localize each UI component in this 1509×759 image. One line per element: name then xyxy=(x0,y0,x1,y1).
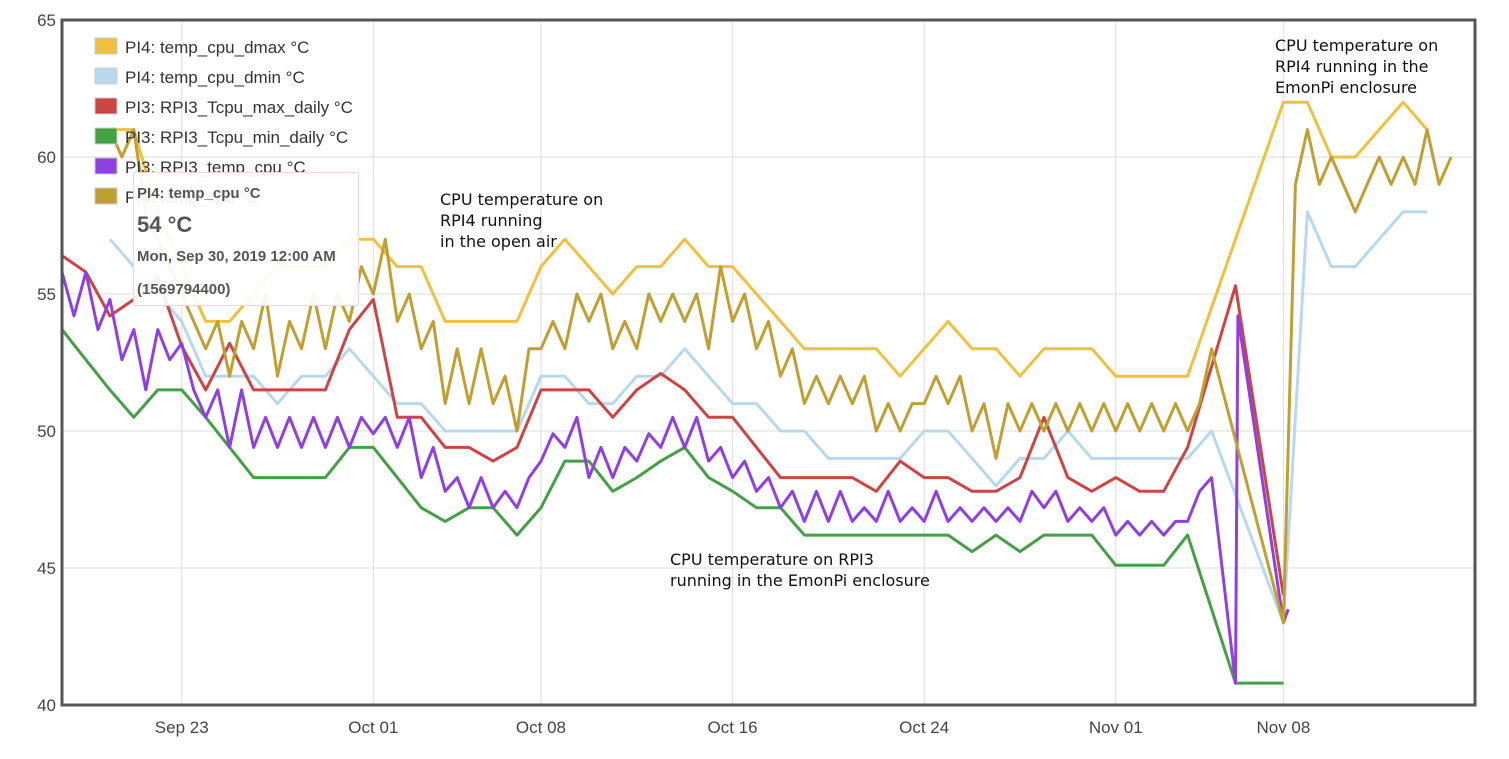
annotation-text: EmonPi enclosure xyxy=(1275,78,1417,97)
series-line-3 xyxy=(61,254,1285,596)
y-tick-label: 55 xyxy=(37,285,56,304)
tooltip-series: PI4: temp_cpu °C xyxy=(137,185,261,202)
legend-label: PI4: temp_cpu_dmin °C xyxy=(125,68,305,87)
legend-swatch xyxy=(94,97,118,115)
annotation-text: CPU temperature on xyxy=(1275,36,1438,55)
x-tick-label: Oct 16 xyxy=(708,718,758,737)
x-tick-label: Oct 08 xyxy=(516,718,566,737)
x-tick-label: Oct 24 xyxy=(899,718,949,737)
legend-label: PI3: RPI3_Tcpu_min_daily °C xyxy=(125,128,348,147)
annotation-text: RPI4 running xyxy=(440,211,543,230)
legend-swatch xyxy=(94,157,118,175)
tooltip-value: 54 °C xyxy=(137,212,193,237)
legend-swatch xyxy=(94,127,118,145)
series-line-5 xyxy=(60,270,1290,685)
x-tick-label: Nov 01 xyxy=(1089,718,1143,737)
legend-swatch xyxy=(94,187,118,205)
annotation-text: running in the EmonPi enclosure xyxy=(670,571,930,590)
tooltip-date: Mon, Sep 30, 2019 12:00 AM xyxy=(137,248,336,265)
y-tick-label: 60 xyxy=(37,148,56,167)
legend-swatch xyxy=(94,37,118,55)
y-tick-label: 65 xyxy=(37,11,56,30)
annotation-text: in the open air xyxy=(440,232,557,251)
legend-label: PI3: RPI3_Tcpu_max_daily °C xyxy=(125,98,353,117)
series-line-6 xyxy=(108,128,1453,625)
annotation-text: RPI4 running in the xyxy=(1275,57,1429,76)
y-tick-label: 50 xyxy=(37,422,56,441)
series-line-2 xyxy=(108,210,1428,625)
tooltip-timestamp: (1569794400) xyxy=(137,281,231,298)
x-tick-label: Nov 08 xyxy=(1256,718,1310,737)
hover-tooltip: PI4: temp_cpu °C 54 °C Mon, Sep 30, 2019… xyxy=(133,172,359,306)
legend-swatch xyxy=(94,67,118,85)
y-tick-label: 40 xyxy=(37,696,56,715)
annotation-text: CPU temperature on xyxy=(440,190,603,209)
plot-border xyxy=(60,18,1477,707)
annotation-text: CPU temperature on RPI3 xyxy=(670,550,874,569)
x-tick-label: Sep 23 xyxy=(155,718,209,737)
series-line-4 xyxy=(60,328,1284,685)
y-tick-label: 45 xyxy=(37,559,56,578)
legend-label: PI4: temp_cpu_dmax °C xyxy=(125,38,309,57)
x-tick-label: Oct 01 xyxy=(348,718,398,737)
